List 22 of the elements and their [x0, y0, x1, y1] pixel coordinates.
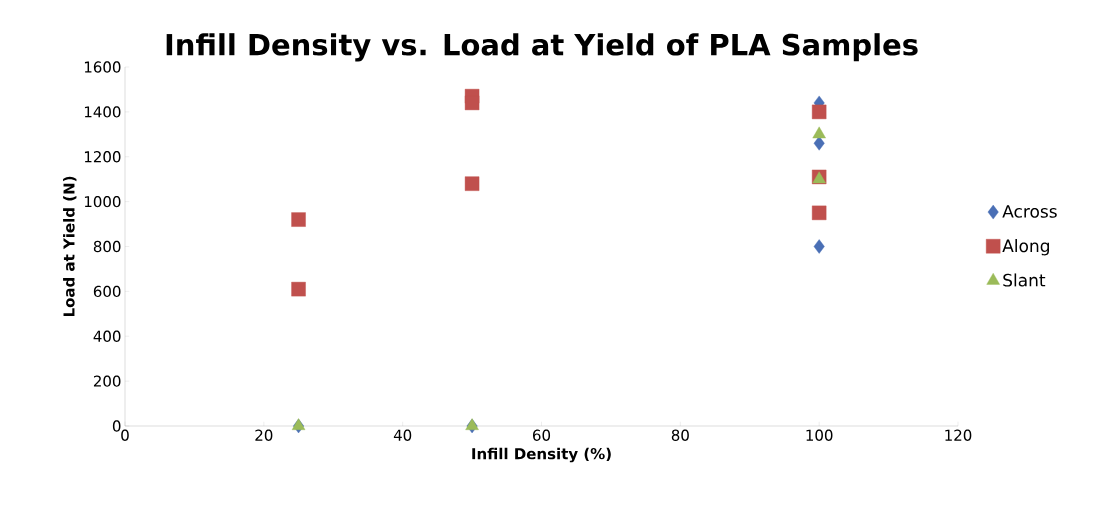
- y-tick-label: 1400: [84, 106, 121, 118]
- legend-label: Slant: [1003, 273, 1046, 287]
- legend-label: Across: [1002, 205, 1057, 218]
- x-tick-label: 100: [806, 429, 833, 441]
- x-tick-label: 20: [255, 429, 273, 441]
- y-tick-label: 400: [93, 330, 121, 342]
- legend-label: Along: [1002, 239, 1049, 256]
- y-tick-label: 1600: [84, 61, 121, 73]
- y-axis-title: Load at Yield (N): [63, 176, 77, 317]
- chart-title: Infill Density vs. Load at Yield of PLA Samples: [166, 33, 918, 62]
- y-tick-label: 600: [93, 285, 121, 298]
- x-tick-label: 60: [533, 429, 551, 441]
- x-tick-label: 40: [393, 429, 412, 441]
- y-tick-label: 200: [93, 375, 121, 387]
- y-tick-label: 0: [112, 420, 121, 432]
- y-tick-label: 800: [93, 240, 121, 253]
- x-axis-title: Infill Density (%): [472, 447, 611, 463]
- y-tick-label: 1200: [84, 151, 121, 163]
- x-tick-label: 80: [671, 429, 689, 441]
- x-tick-label: 0: [121, 429, 129, 441]
- x-tick-label: 120: [945, 429, 972, 441]
- y-tick-label: 1000: [84, 195, 121, 208]
